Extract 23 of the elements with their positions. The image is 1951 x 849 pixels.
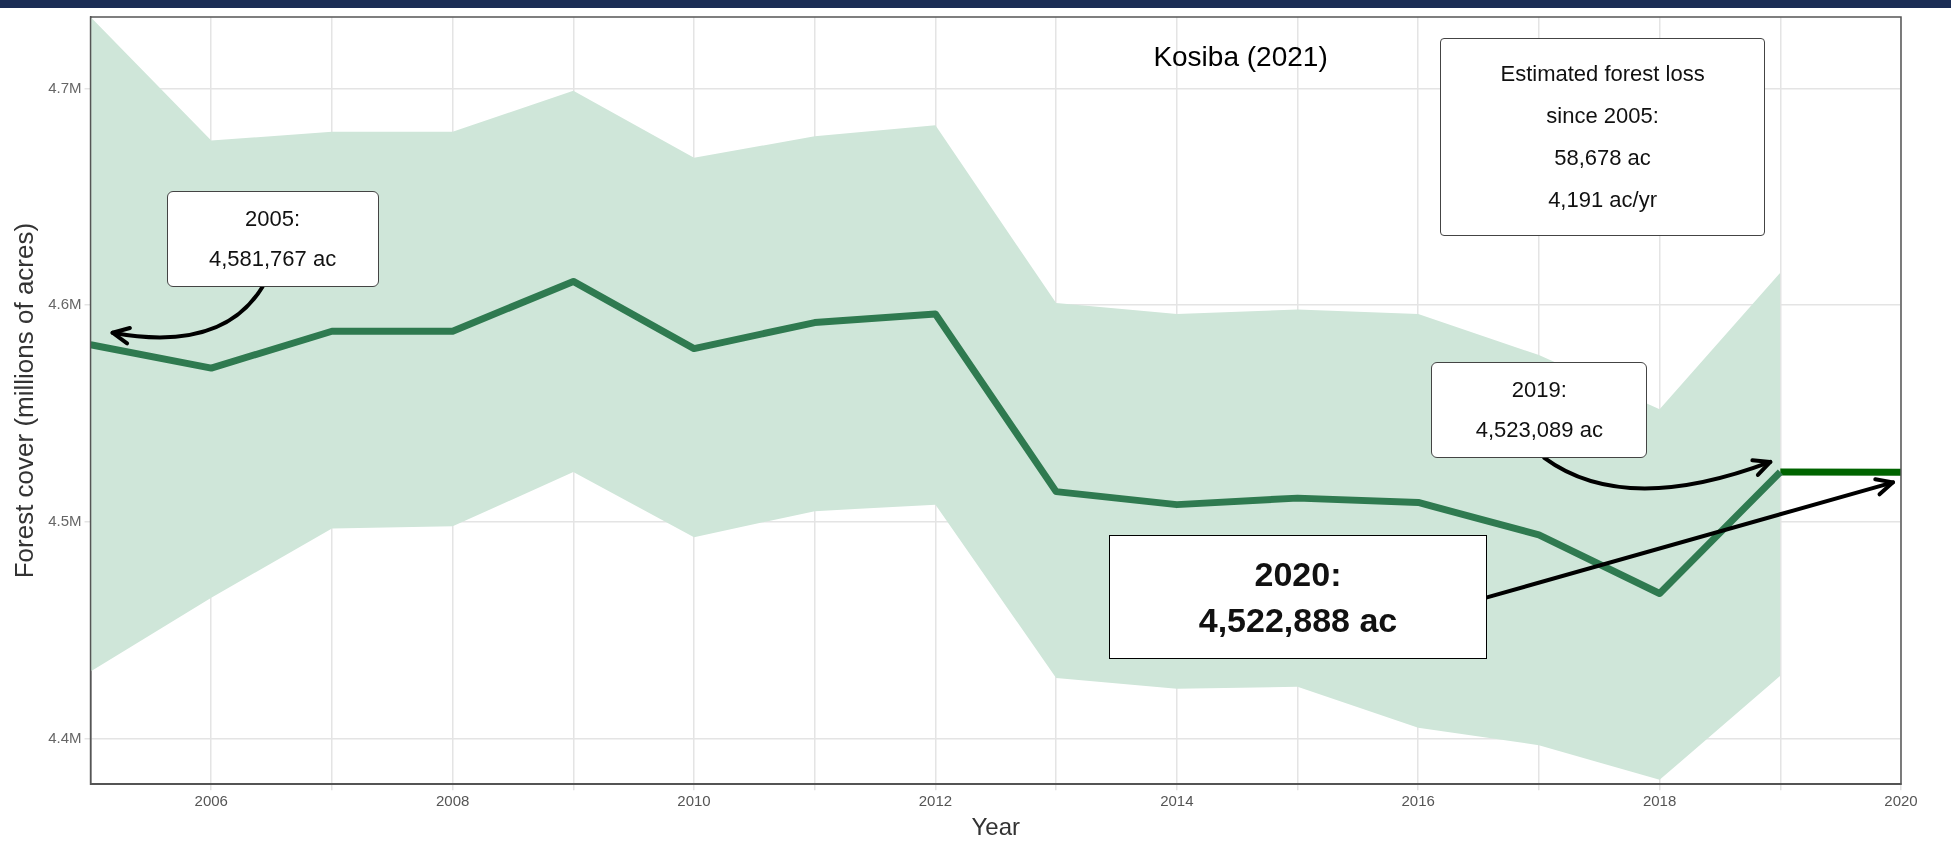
x-tick-label: 2020: [1884, 792, 1918, 810]
label-box: 2020: 4,522,888 ac: [1109, 535, 1487, 660]
x-tick-label: 2018: [1642, 792, 1677, 810]
annotation: 2020: 4,522,888 ac: [1198, 554, 1398, 642]
y-tick-label: 4.4M: [48, 728, 82, 746]
annotation: 2019: 4,523,089 ac: [1475, 375, 1603, 444]
x-axis-title: Year: [971, 813, 1021, 841]
x-tick-label: 2010: [677, 792, 711, 810]
label-box: 2005: 4,581,767 ac: [166, 190, 379, 287]
y-tick-label: 4.7M: [48, 78, 82, 96]
y-tick-label: 4.5M: [48, 512, 82, 530]
x-tick-label: 2006: [194, 792, 228, 810]
annotation: Kosiba (2021): [1153, 41, 1328, 73]
x-tick-label: 2008: [435, 792, 470, 810]
label-box: 2019: 4,523,089 ac: [1431, 361, 1648, 458]
annotation: Estimated forest loss since 2005: 58,678 ac 4,191 ac/yr: [1500, 60, 1705, 214]
annotation: 2005: 4,581,767 ac: [208, 204, 337, 273]
x-tick-label: 2014: [1160, 792, 1194, 810]
y-axis-title: Forest cover (millions of acres): [8, 222, 39, 579]
x-tick-label: 2016: [1401, 792, 1435, 810]
label-box: Estimated forest loss since 2005: 58,678 ac 4,191 ac/yr: [1440, 38, 1766, 236]
x-tick-label: 2012: [918, 792, 953, 810]
y-tick-label: 4.6M: [48, 295, 82, 313]
